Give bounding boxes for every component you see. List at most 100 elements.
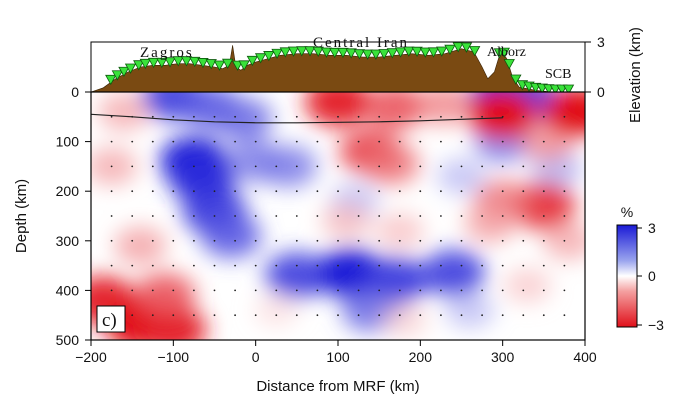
grid-dot bbox=[357, 215, 360, 217]
grid-dot bbox=[398, 190, 401, 193]
grid-dot bbox=[337, 190, 339, 193]
grid-dot bbox=[481, 140, 483, 143]
grid-dot bbox=[542, 264, 545, 267]
grid-dot bbox=[357, 239, 360, 242]
grid-dot bbox=[563, 289, 566, 292]
station-marker bbox=[111, 70, 124, 81]
station-marker bbox=[403, 46, 415, 57]
grid-dot bbox=[337, 115, 339, 118]
fast-anomaly bbox=[214, 97, 273, 141]
grid-dot bbox=[563, 239, 566, 242]
station-marker bbox=[133, 60, 145, 71]
grid-dot bbox=[254, 239, 257, 242]
grid-dot bbox=[193, 215, 195, 217]
station-marker bbox=[287, 46, 300, 57]
station-marker bbox=[172, 56, 184, 67]
slow-anomaly bbox=[98, 92, 150, 131]
grid-dot bbox=[440, 314, 442, 317]
grid-dot bbox=[131, 289, 134, 292]
station-marker bbox=[312, 46, 324, 57]
grid-dot bbox=[213, 115, 216, 118]
station-marker bbox=[452, 42, 464, 53]
grid-dot bbox=[542, 289, 545, 292]
station-marker bbox=[562, 84, 575, 95]
grid-dot bbox=[398, 289, 401, 292]
grid-dot bbox=[254, 190, 257, 193]
region-label-scb: SCB bbox=[545, 67, 571, 82]
grid-dot bbox=[193, 115, 195, 118]
grid-dot bbox=[542, 115, 545, 118]
grid-dot bbox=[522, 190, 525, 193]
colorbar-tick-label: 0 bbox=[648, 268, 656, 284]
station-marker bbox=[427, 47, 440, 58]
fast-anomaly bbox=[265, 252, 329, 299]
colorbar-unit: % bbox=[621, 204, 633, 220]
y-axis-title: Depth (km) bbox=[13, 179, 30, 253]
station-marker bbox=[353, 49, 366, 60]
grid-dot bbox=[357, 140, 360, 143]
grid-dot bbox=[151, 190, 154, 193]
fast-anomaly bbox=[421, 249, 485, 297]
velocity-anomaly-field bbox=[91, 92, 585, 340]
grid-dot bbox=[316, 289, 319, 292]
colorbar-tick-label: −3 bbox=[648, 317, 664, 333]
grid-dot bbox=[378, 264, 381, 267]
slow-anomaly bbox=[464, 204, 517, 243]
slow-anomaly bbox=[365, 92, 426, 130]
grid-dot bbox=[193, 190, 195, 193]
fast-anomaly bbox=[260, 145, 317, 188]
station-marker bbox=[411, 46, 423, 57]
grid-dot bbox=[172, 289, 175, 292]
station-marker bbox=[386, 48, 399, 59]
station-marker bbox=[498, 47, 510, 58]
grid-dot bbox=[542, 314, 545, 317]
grid-dot bbox=[522, 289, 525, 292]
station-marker bbox=[460, 42, 473, 53]
grid-dot bbox=[542, 239, 545, 242]
grid-dot bbox=[440, 165, 442, 168]
grid-dot bbox=[275, 239, 278, 242]
station-marker bbox=[271, 48, 283, 60]
grid-dot bbox=[357, 289, 360, 292]
grid-dot bbox=[295, 165, 298, 168]
grid-dot bbox=[295, 314, 298, 317]
grid-dot bbox=[378, 190, 381, 193]
colorbar: % 3 0 −3 bbox=[616, 204, 664, 333]
panel-label-box bbox=[96, 305, 126, 333]
colorbar-ticks: 3 0 −3 bbox=[637, 220, 664, 333]
grid-dot bbox=[481, 190, 483, 193]
grid-dot bbox=[357, 190, 360, 193]
grid-dot bbox=[542, 190, 545, 193]
grid-dot bbox=[316, 190, 319, 193]
x-tick-label: 100 bbox=[326, 349, 350, 365]
grid-dot bbox=[193, 289, 195, 292]
grid-dot bbox=[460, 215, 463, 217]
grid-dot bbox=[460, 140, 463, 143]
grid-dot bbox=[275, 190, 278, 193]
grid-dot bbox=[460, 190, 463, 193]
grid-dot bbox=[295, 215, 298, 217]
grid-dot bbox=[172, 190, 175, 193]
grid-dot bbox=[213, 264, 216, 267]
grid-dot bbox=[131, 190, 134, 193]
grid-dot bbox=[481, 289, 483, 292]
station-marker bbox=[394, 47, 407, 58]
grid-dot bbox=[481, 314, 483, 317]
grid-dot bbox=[440, 215, 442, 217]
grid-dot bbox=[275, 314, 278, 317]
y-tick-label: 300 bbox=[56, 233, 80, 249]
grid-dot bbox=[337, 140, 339, 143]
station-marker bbox=[231, 60, 244, 71]
slow-anomaly bbox=[417, 92, 473, 125]
grid-dot bbox=[440, 190, 442, 193]
panel-label: c) bbox=[102, 310, 117, 331]
region-label-zagros: Zagros bbox=[140, 45, 194, 61]
grid-dot bbox=[522, 314, 525, 317]
grid-dot bbox=[193, 239, 195, 242]
grid-dot bbox=[440, 289, 442, 292]
slow-anomaly bbox=[114, 226, 167, 266]
grid-dot bbox=[563, 190, 566, 193]
station-marker bbox=[296, 46, 308, 57]
station-marker bbox=[124, 63, 137, 74]
grid-dot bbox=[522, 140, 525, 143]
